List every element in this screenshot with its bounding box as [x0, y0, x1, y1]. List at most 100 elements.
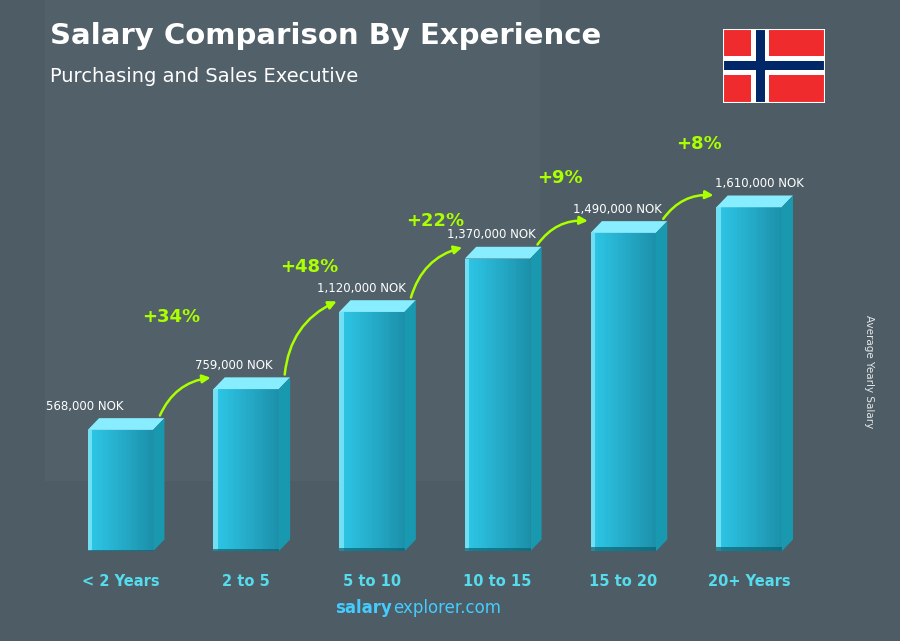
Bar — [727, 207, 729, 551]
Bar — [504, 258, 507, 551]
Bar — [234, 389, 237, 551]
Bar — [740, 207, 742, 551]
Bar — [716, 207, 782, 551]
Bar — [87, 430, 93, 551]
Bar — [345, 312, 347, 551]
Bar — [87, 550, 154, 551]
Bar — [114, 430, 116, 551]
Text: 1,610,000 NOK: 1,610,000 NOK — [715, 177, 804, 190]
Bar — [339, 312, 342, 551]
Bar — [368, 312, 371, 551]
Bar — [596, 233, 599, 551]
Bar — [394, 312, 397, 551]
Text: 1,370,000 NOK: 1,370,000 NOK — [447, 228, 536, 242]
Bar — [716, 207, 719, 551]
Bar — [347, 312, 349, 551]
Bar — [360, 312, 363, 551]
Bar — [716, 207, 721, 551]
Bar — [619, 233, 622, 551]
Bar — [489, 258, 491, 551]
Bar — [483, 258, 486, 551]
Bar — [640, 233, 643, 551]
Bar — [465, 258, 470, 551]
Bar — [342, 312, 345, 551]
Bar — [365, 312, 368, 551]
Polygon shape — [590, 221, 667, 233]
Bar — [638, 233, 640, 551]
Bar — [769, 207, 771, 551]
Bar — [507, 258, 509, 551]
Bar — [148, 430, 150, 551]
Bar — [751, 207, 753, 551]
Bar — [357, 312, 360, 551]
Bar — [263, 389, 266, 551]
Text: 15 to 20: 15 to 20 — [590, 574, 657, 588]
Bar — [256, 389, 258, 551]
Polygon shape — [465, 247, 542, 258]
Bar — [392, 312, 394, 551]
Bar — [376, 312, 378, 551]
Bar — [130, 430, 132, 551]
Text: +48%: +48% — [280, 258, 338, 276]
Bar — [604, 233, 607, 551]
Bar — [737, 207, 740, 551]
Text: Salary Comparison By Experience: Salary Comparison By Experience — [50, 22, 601, 51]
Polygon shape — [404, 300, 416, 551]
Bar — [493, 258, 496, 551]
Bar — [339, 312, 344, 551]
Bar — [496, 258, 499, 551]
Bar — [616, 233, 619, 551]
Bar — [352, 312, 355, 551]
Bar — [653, 233, 656, 551]
Bar — [213, 549, 279, 551]
Polygon shape — [279, 378, 290, 551]
Bar — [724, 61, 824, 71]
Bar — [509, 258, 512, 551]
Bar — [363, 312, 365, 551]
Bar — [232, 389, 234, 551]
Bar — [722, 207, 725, 551]
Text: explorer.com: explorer.com — [393, 599, 501, 617]
Bar — [590, 547, 656, 551]
Bar — [213, 389, 279, 551]
Bar — [339, 549, 405, 551]
Bar — [515, 258, 518, 551]
Bar — [512, 258, 515, 551]
Bar — [381, 312, 383, 551]
Bar — [481, 258, 483, 551]
Bar — [268, 389, 271, 551]
Bar — [258, 389, 260, 551]
Polygon shape — [213, 378, 290, 389]
Bar — [276, 389, 279, 551]
Polygon shape — [782, 196, 793, 551]
Bar — [45, 0, 540, 481]
Bar — [467, 258, 470, 551]
Bar — [627, 233, 630, 551]
Bar — [590, 233, 595, 551]
Bar — [732, 207, 734, 551]
Bar — [501, 258, 504, 551]
Bar — [716, 547, 782, 551]
Bar — [593, 233, 596, 551]
Bar — [230, 389, 232, 551]
Bar — [472, 258, 475, 551]
Bar — [760, 207, 763, 551]
Bar — [397, 312, 400, 551]
Bar — [109, 430, 112, 551]
Text: Purchasing and Sales Executive: Purchasing and Sales Executive — [50, 67, 358, 87]
Bar — [221, 389, 224, 551]
Bar — [145, 430, 148, 551]
Text: 568,000 NOK: 568,000 NOK — [47, 400, 124, 413]
Bar — [239, 389, 242, 551]
Bar — [378, 312, 381, 551]
Bar — [250, 389, 253, 551]
Polygon shape — [716, 196, 793, 207]
Bar — [635, 233, 638, 551]
Bar — [400, 312, 402, 551]
Bar — [766, 207, 769, 551]
Text: salary: salary — [335, 599, 392, 617]
Polygon shape — [530, 247, 542, 551]
Bar — [601, 233, 604, 551]
Bar — [465, 258, 467, 551]
Bar — [630, 233, 633, 551]
